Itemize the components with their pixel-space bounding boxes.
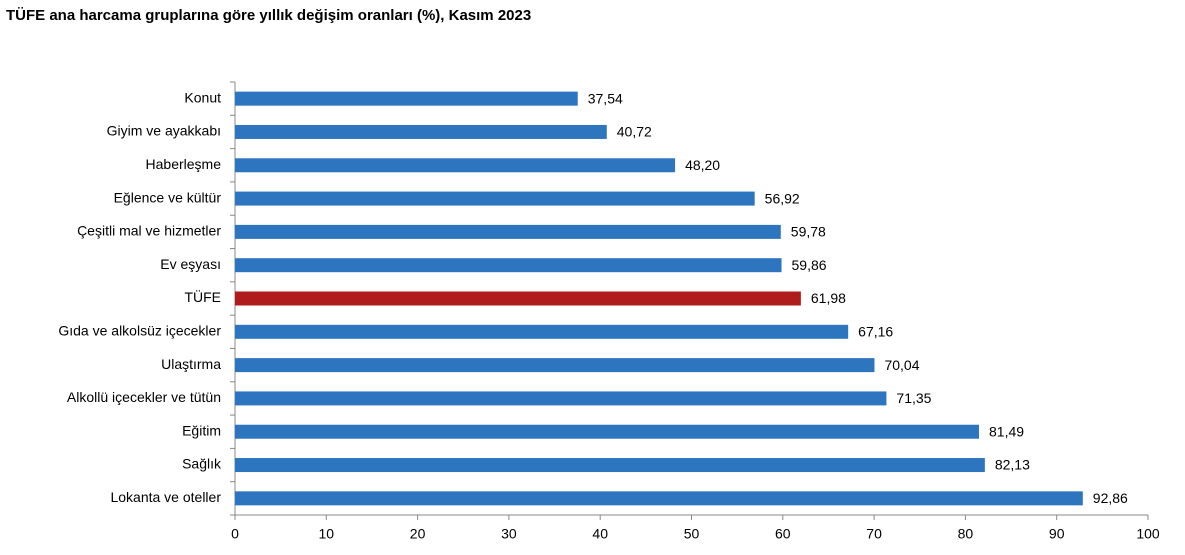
x-tick-label: 40 xyxy=(592,526,608,542)
y-tick-label: Lokanta ve oteller xyxy=(110,489,221,505)
value-label: 81,49 xyxy=(989,423,1024,439)
y-tick-label: Konut xyxy=(184,89,221,105)
bar xyxy=(235,258,782,273)
x-tick-label: 50 xyxy=(684,526,700,542)
value-label: 67,16 xyxy=(858,324,893,340)
value-label: 59,86 xyxy=(792,257,827,273)
x-tick-label: 30 xyxy=(501,526,517,542)
x-tick-label: 0 xyxy=(231,526,239,542)
x-tick-label: 20 xyxy=(410,526,426,542)
bar xyxy=(235,424,980,439)
bar xyxy=(235,191,755,206)
y-tick-label: Gıda ve alkolsüz içecekler xyxy=(58,323,221,339)
y-tick-label: Haberleşme xyxy=(146,156,222,172)
y-tick-label: Ev eşyası xyxy=(160,256,221,272)
value-label: 40,72 xyxy=(617,124,652,140)
bar xyxy=(235,324,849,339)
value-label: 82,13 xyxy=(995,457,1030,473)
bar xyxy=(235,291,801,306)
x-tick-label: 60 xyxy=(775,526,791,542)
bar xyxy=(235,158,676,173)
y-tick-label: Eğitim xyxy=(182,422,221,438)
y-tick-label: Sağlık xyxy=(182,456,222,472)
y-tick-label: Ulaştırma xyxy=(161,356,221,372)
chart-title: TÜFE ana harcama gruplarına göre yıllık … xyxy=(6,7,531,24)
value-label: 70,04 xyxy=(884,357,919,373)
bar xyxy=(235,391,887,406)
value-label: 71,35 xyxy=(896,390,931,406)
y-tick-label: Çeşitli mal ve hizmetler xyxy=(77,223,221,239)
x-tick-label: 100 xyxy=(1136,526,1160,542)
bar xyxy=(235,91,578,106)
y-tick-label: Giyim ve ayakkabı xyxy=(107,123,221,139)
value-label: 48,20 xyxy=(685,157,720,173)
x-tick-label: 90 xyxy=(1049,526,1065,542)
value-label: 61,98 xyxy=(811,290,846,306)
bar xyxy=(235,458,985,473)
bar xyxy=(235,358,875,373)
x-tick-label: 10 xyxy=(319,526,335,542)
y-tick-label: Eğlence ve kültür xyxy=(114,189,222,205)
value-label: 92,86 xyxy=(1093,490,1128,506)
y-tick-label: TÜFE xyxy=(184,288,221,305)
value-label: 56,92 xyxy=(765,190,800,206)
x-tick-label: 70 xyxy=(866,526,882,542)
y-tick-label: Alkollü içecekler ve tütün xyxy=(67,389,221,405)
x-tick-label: 80 xyxy=(958,526,974,542)
bar xyxy=(235,224,781,239)
value-label: 37,54 xyxy=(588,90,623,106)
bar xyxy=(235,124,607,139)
value-label: 59,78 xyxy=(791,224,826,240)
bar xyxy=(235,491,1083,506)
